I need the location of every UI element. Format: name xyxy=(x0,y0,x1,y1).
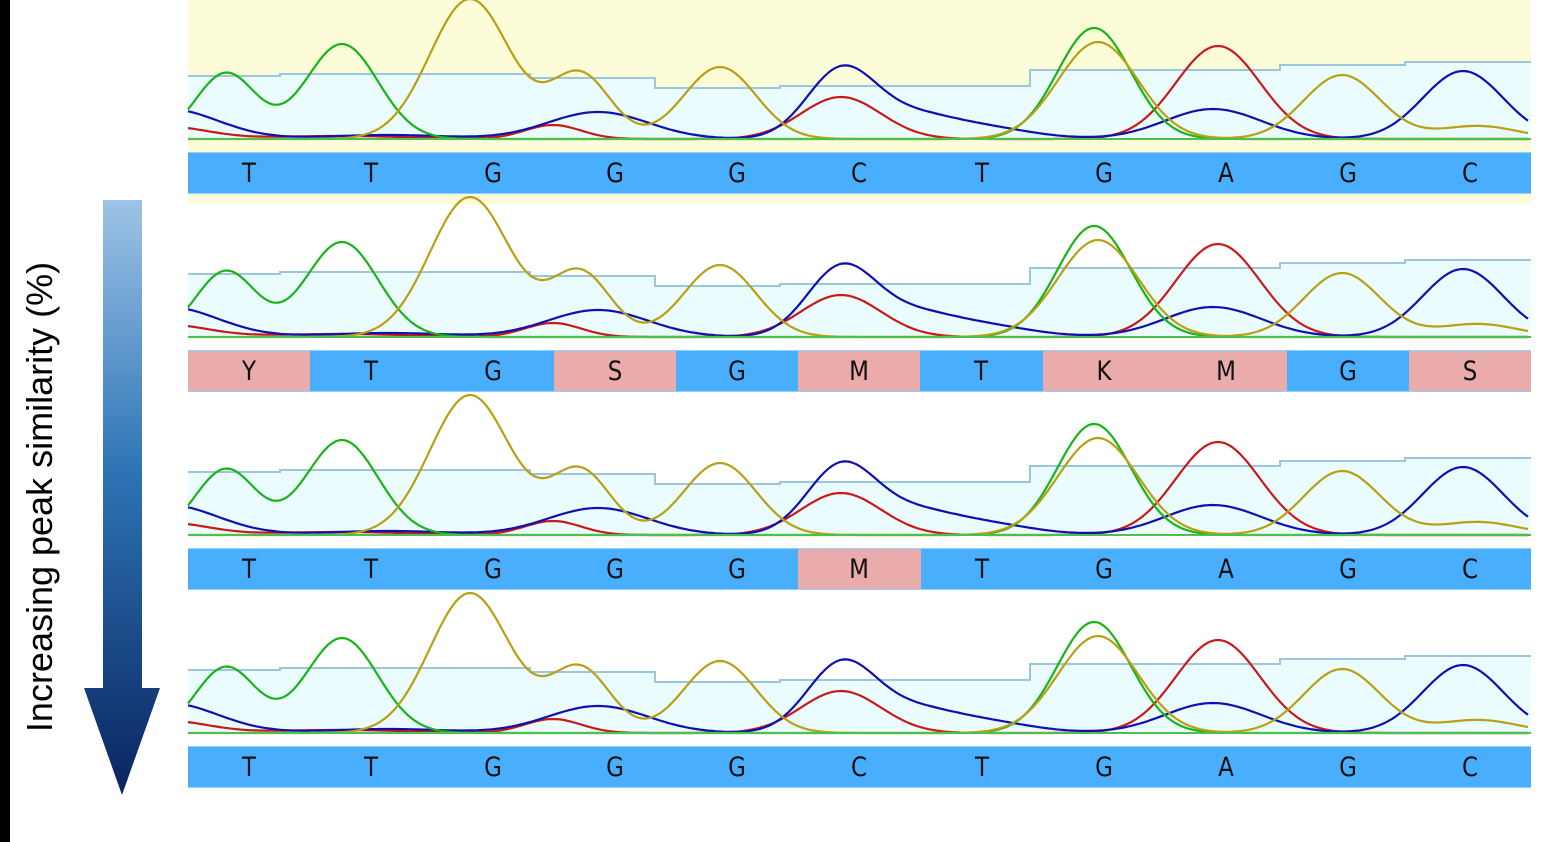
trace-plot xyxy=(187,0,1531,141)
trace-A xyxy=(187,441,1528,537)
called-segment: G xyxy=(1286,351,1409,391)
base-label: G xyxy=(484,355,503,387)
base-label: G xyxy=(1094,751,1113,783)
ambiguous-segment: M xyxy=(798,351,921,391)
base-label: G xyxy=(1338,751,1357,783)
base-label: T xyxy=(974,355,989,387)
quality-step-line xyxy=(188,655,1531,683)
base-label: G xyxy=(606,157,625,189)
base-label: G xyxy=(606,751,625,783)
base-label: T xyxy=(242,553,257,585)
ambiguous-segment: S xyxy=(1408,351,1531,391)
ambiguous-segment: M xyxy=(798,549,921,589)
base-label: G xyxy=(1338,553,1357,585)
base-label: T xyxy=(242,157,257,189)
trace-A xyxy=(187,45,1528,141)
base-label: G xyxy=(728,157,747,189)
axis-label: Increasing peak similarity (%) xyxy=(19,261,60,733)
base-label: G xyxy=(728,751,747,783)
base-label: T xyxy=(364,553,379,585)
base-label: G xyxy=(484,157,503,189)
base-label: T xyxy=(974,553,989,585)
trace-A xyxy=(187,639,1528,735)
base-label: T xyxy=(364,355,379,387)
quality-step-line xyxy=(188,61,1531,89)
base-label: Y xyxy=(242,355,257,387)
base-label: A xyxy=(1217,751,1234,783)
base-label: T xyxy=(974,157,989,189)
trace-plot xyxy=(187,394,1531,537)
ambiguous-segment: S xyxy=(554,351,677,391)
base-label: C xyxy=(1461,553,1478,585)
base-label: S xyxy=(608,355,623,387)
base-label: G xyxy=(484,553,503,585)
trace-C xyxy=(187,262,1529,337)
base-label: C xyxy=(1461,157,1478,189)
base-label: T xyxy=(364,751,379,783)
base-label: A xyxy=(1217,157,1234,189)
base-label: G xyxy=(1094,157,1113,189)
base-label: A xyxy=(1217,553,1234,585)
base-label: T xyxy=(242,751,257,783)
base-label: C xyxy=(851,157,868,189)
base-label: G xyxy=(606,553,625,585)
base-label: G xyxy=(484,751,503,783)
trace-plot xyxy=(187,592,1531,735)
trace-C xyxy=(187,460,1529,535)
base-label: M xyxy=(1215,355,1236,387)
trace-A xyxy=(187,243,1528,339)
base-label: M xyxy=(849,355,870,387)
base-label: M xyxy=(849,553,870,585)
base-label: G xyxy=(1338,355,1357,387)
base-label: T xyxy=(974,751,989,783)
quality-step-line xyxy=(188,457,1531,485)
down-arrow-icon xyxy=(84,200,160,795)
base-label: K xyxy=(1096,355,1112,387)
trace-C xyxy=(187,658,1529,733)
base-label: G xyxy=(1338,157,1357,189)
base-label: S xyxy=(1462,355,1478,387)
base-label: G xyxy=(728,355,747,387)
trace-C xyxy=(187,64,1529,139)
base-label: G xyxy=(728,553,747,585)
called-segment: T xyxy=(920,351,1043,391)
base-label: T xyxy=(364,157,379,189)
base-label: C xyxy=(1461,751,1478,783)
quality-step-line xyxy=(188,259,1531,287)
trace-plot xyxy=(187,196,1531,339)
ambiguous-segment: Y xyxy=(188,351,311,391)
base-label: G xyxy=(1094,553,1113,585)
called-segment: G xyxy=(676,351,799,391)
base-label: C xyxy=(851,751,868,783)
left-edge-strip xyxy=(0,0,10,842)
